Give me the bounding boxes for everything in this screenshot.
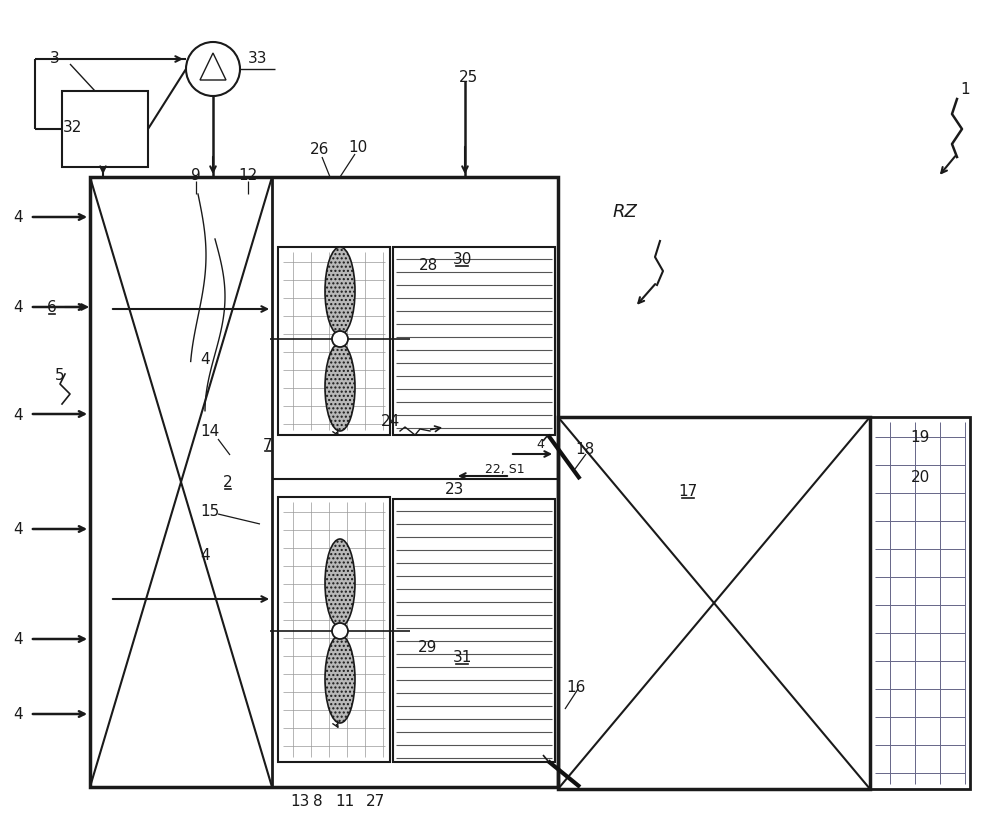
Circle shape	[332, 331, 348, 348]
Text: 27: 27	[365, 793, 385, 808]
Ellipse shape	[325, 344, 355, 431]
Ellipse shape	[325, 539, 355, 628]
Text: 4: 4	[200, 352, 210, 367]
Text: 14: 14	[200, 424, 220, 439]
Text: 10: 10	[348, 140, 368, 156]
Text: RZ: RZ	[613, 203, 637, 221]
Text: 1: 1	[960, 83, 970, 98]
Text: 25: 25	[458, 70, 478, 85]
Text: 31: 31	[452, 650, 472, 665]
Text: 28: 28	[418, 258, 438, 272]
Text: 4: 4	[536, 438, 544, 451]
Text: 24: 24	[380, 414, 400, 429]
Text: 12: 12	[238, 167, 258, 182]
Text: 20: 20	[910, 470, 930, 485]
Text: 4: 4	[13, 210, 23, 225]
Text: 29: 29	[418, 640, 438, 655]
Text: 6: 6	[47, 300, 57, 315]
Text: 22, S1: 22, S1	[485, 463, 525, 476]
Text: 32: 32	[62, 120, 82, 135]
Text: 4: 4	[13, 632, 23, 647]
Text: 11: 11	[335, 793, 355, 808]
Text: 17: 17	[678, 484, 698, 499]
Text: 4: 4	[13, 300, 23, 315]
Ellipse shape	[325, 635, 355, 723]
Text: 5: 5	[55, 367, 65, 382]
Text: 15: 15	[200, 504, 220, 519]
Text: 18: 18	[575, 442, 595, 457]
Text: 33: 33	[248, 51, 268, 65]
Text: 8: 8	[313, 793, 323, 808]
Text: 3: 3	[50, 51, 60, 65]
Text: 9: 9	[191, 167, 201, 182]
Circle shape	[186, 43, 240, 97]
Text: 26: 26	[310, 142, 330, 157]
Text: 4: 4	[200, 546, 210, 562]
Text: 13: 13	[290, 793, 310, 808]
Ellipse shape	[325, 248, 355, 335]
Text: 23: 23	[445, 482, 465, 497]
Text: 4: 4	[13, 706, 23, 722]
Text: 4: 4	[13, 522, 23, 537]
Text: 30: 30	[452, 253, 472, 267]
Circle shape	[332, 623, 348, 639]
Text: 2: 2	[223, 475, 233, 490]
Text: 7: 7	[263, 437, 273, 452]
Text: 19: 19	[910, 430, 930, 445]
Text: 16: 16	[566, 680, 586, 695]
Text: 4: 4	[13, 407, 23, 422]
